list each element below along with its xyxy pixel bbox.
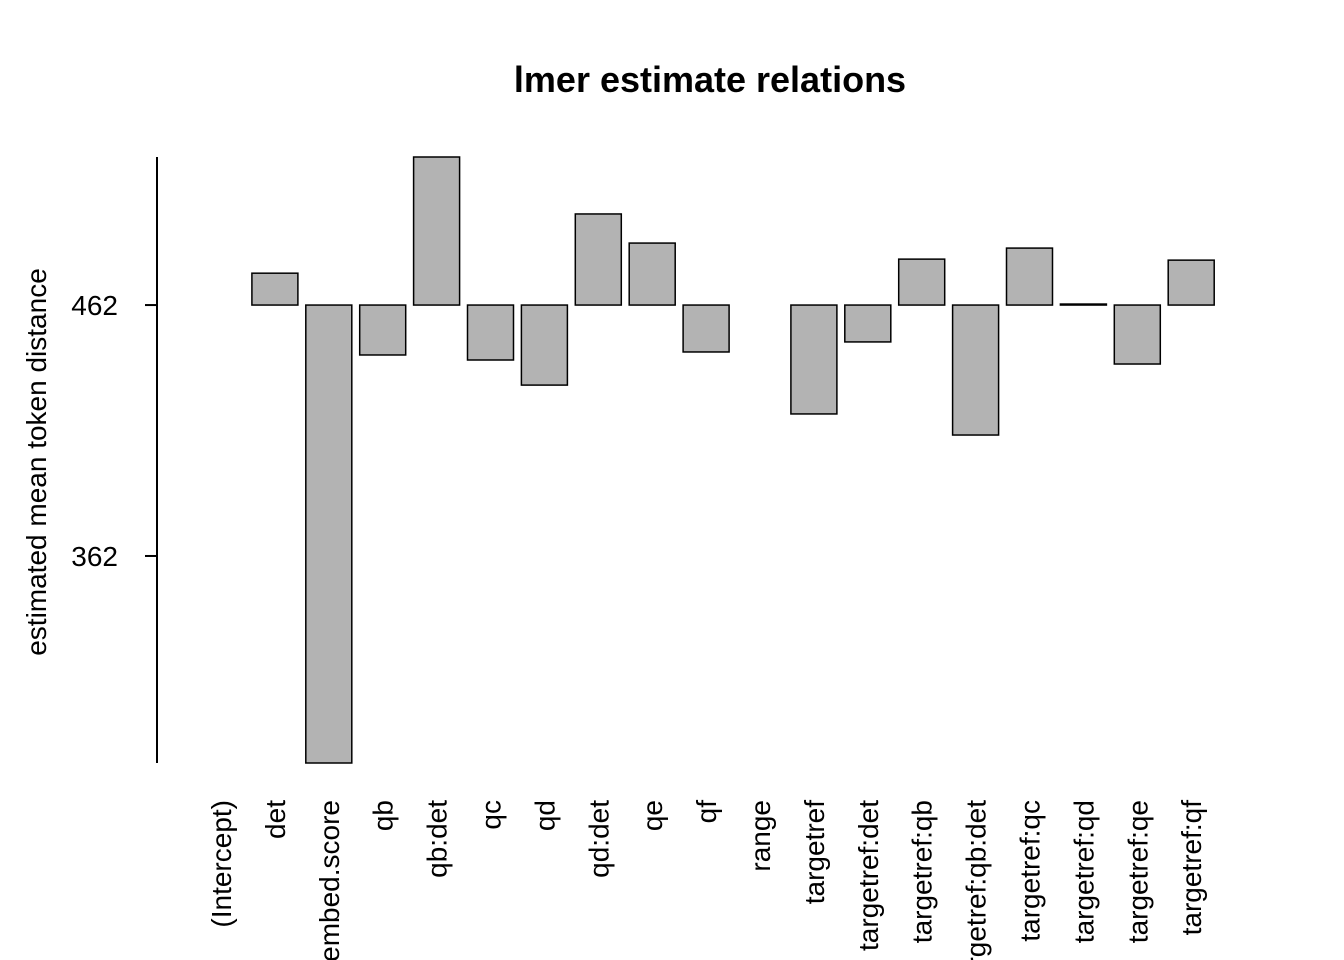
chart-title: lmer estimate relations [514, 59, 906, 100]
x-tick-label: embed.score [314, 800, 345, 960]
y-axis-label: estimated mean token distance [21, 268, 52, 656]
x-tick-label: targetref:qc [1015, 800, 1046, 942]
bar [305, 304, 353, 764]
x-tick-label: range [745, 800, 776, 872]
bar [574, 213, 623, 306]
bar [1113, 304, 1162, 365]
bar [682, 304, 730, 353]
bar [1059, 303, 1108, 306]
x-tick-label: targetref:qf [1176, 800, 1207, 936]
x-tick-label: qe [637, 800, 668, 831]
x-tick-label: qb [368, 800, 399, 831]
bar [951, 304, 1000, 436]
x-tick-label: targetref:qb:det [961, 800, 992, 960]
bar [520, 304, 569, 386]
y-tick-label: 462 [71, 290, 118, 321]
bar [412, 156, 461, 306]
x-tick-label: targetref:qb [907, 800, 938, 943]
x-tick-label: targetref [799, 800, 830, 904]
x-tick-label: qd [529, 800, 560, 831]
y-tick-label: 362 [71, 541, 118, 572]
x-tick-label: qc [476, 800, 507, 830]
bar [790, 304, 838, 415]
bar [1167, 259, 1215, 306]
x-tick-label: qf [691, 800, 722, 824]
x-tick-label: (Intercept) [206, 800, 237, 928]
x-tick-label: qb:det [422, 800, 453, 878]
bar [251, 272, 299, 306]
x-tick-label: targetref:det [853, 800, 884, 951]
bar [844, 304, 892, 343]
x-tick-label: det [260, 800, 291, 839]
x-tick-label: targetref:qd [1068, 800, 1099, 943]
bar [466, 304, 515, 361]
x-tick-label: targetref:qe [1122, 800, 1153, 943]
bar [897, 258, 946, 306]
bar [358, 304, 407, 356]
x-tick-label: qd:det [583, 800, 614, 878]
bar [1005, 247, 1054, 306]
bar [628, 242, 676, 306]
